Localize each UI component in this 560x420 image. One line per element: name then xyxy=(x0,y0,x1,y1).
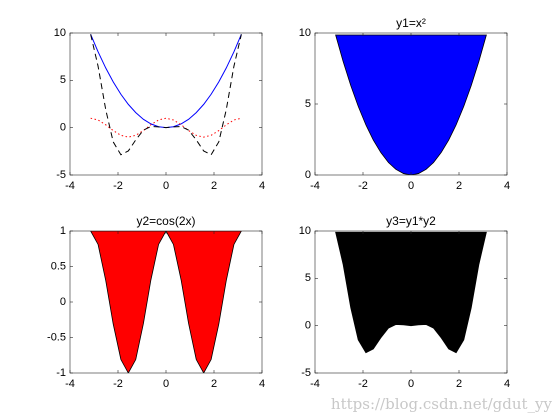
y-tick-label: 0.5 xyxy=(51,260,66,272)
x-tick-label: 0 xyxy=(163,378,169,390)
watermark: https://blog.csdn.net/gdut_yy xyxy=(331,395,553,413)
x-tick-label: 0 xyxy=(163,180,169,192)
y-tick-label: 0 xyxy=(60,122,66,134)
x-tick-label: -4 xyxy=(65,180,75,192)
chart-title: y2=cos(2x) xyxy=(136,214,195,228)
chart-title: y3=y1*y2 xyxy=(386,214,436,228)
filled-area xyxy=(335,34,487,175)
y-tick-label: 1 xyxy=(60,225,66,237)
y-tick-label: 10 xyxy=(299,27,311,39)
chart-title: y1=x² xyxy=(396,16,426,30)
axes: -4 -2 0 2 4 -5 0 5 10 y3=y1*y2 xyxy=(299,214,510,390)
y-tick-label: 5 xyxy=(305,98,311,110)
x-tick-label: 4 xyxy=(259,180,265,192)
x-tick-label: 0 xyxy=(408,378,414,390)
x-tick-label: 2 xyxy=(211,378,217,390)
y-tick-label: 0 xyxy=(60,296,66,308)
x-tick-label: 0 xyxy=(408,180,414,192)
y-tick-label: 0 xyxy=(305,320,311,332)
filled-area xyxy=(90,231,242,373)
line xyxy=(90,34,242,156)
x-tick-label: 2 xyxy=(211,180,217,192)
y-tick-label: 10 xyxy=(299,225,311,237)
y-tick-label: 10 xyxy=(54,27,66,39)
plot xyxy=(335,231,487,354)
x-tick-label: -2 xyxy=(358,180,368,192)
axes: -4 -2 0 2 4 -1 -0.5 0 0.5 1 y2=cos(2x) xyxy=(47,214,265,390)
plot xyxy=(90,231,242,373)
x-tick-label: -2 xyxy=(113,378,123,390)
x-tick-label: 2 xyxy=(456,378,462,390)
axes: -4 -2 0 2 4 0 5 10 y1=x² xyxy=(299,16,510,192)
x-tick-label: -2 xyxy=(113,180,123,192)
filled-area xyxy=(335,231,487,354)
x-tick-label: -4 xyxy=(310,180,320,192)
line xyxy=(90,117,242,138)
x-tick-label: 4 xyxy=(259,378,265,390)
y-tick-label: -1 xyxy=(56,367,66,379)
x-tick-label: 2 xyxy=(456,180,462,192)
x-tick-label: -4 xyxy=(65,378,75,390)
y-tick-label: 5 xyxy=(60,74,66,86)
y-tick-label: -5 xyxy=(56,169,66,181)
x-tick-label: -4 xyxy=(310,378,320,390)
axes: -4 -2 0 2 4 -5 0 5 10 xyxy=(54,27,265,192)
y-tick-label: 0 xyxy=(305,169,311,181)
y-tick-label: -5 xyxy=(301,367,311,379)
x-tick-label: 4 xyxy=(504,180,510,192)
plot-area xyxy=(70,33,262,175)
x-tick-label: -2 xyxy=(358,378,368,390)
plot xyxy=(90,34,242,156)
plot xyxy=(335,34,487,175)
y-tick-label: 5 xyxy=(305,272,311,284)
x-tick-label: 4 xyxy=(504,378,510,390)
plot-area xyxy=(70,231,262,373)
y-tick-label: -0.5 xyxy=(47,331,66,343)
